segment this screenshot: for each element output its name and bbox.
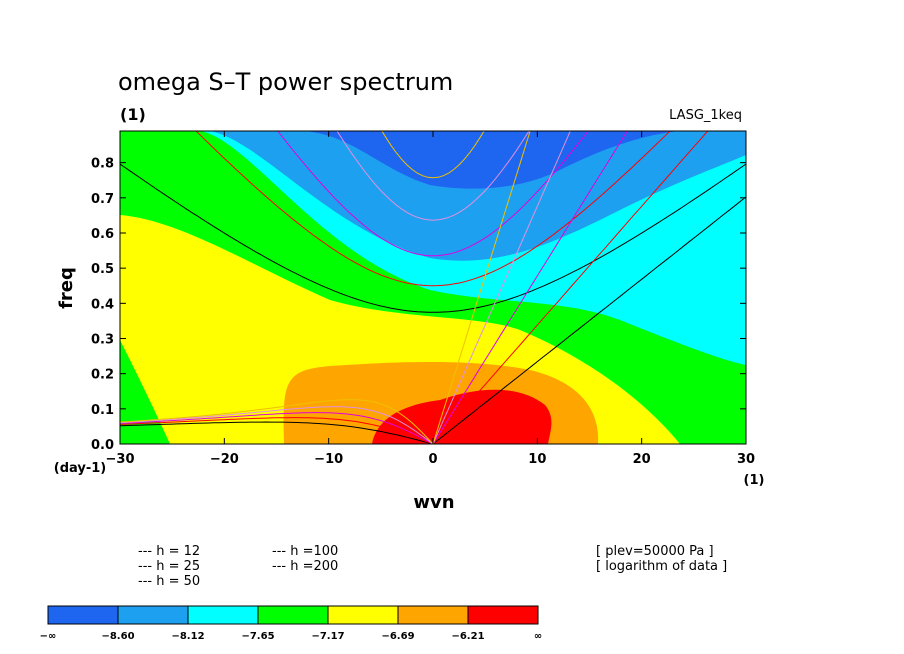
rossby-curve-h25: [120, 417, 434, 444]
band-level-7: [372, 389, 552, 444]
y-tick-label: 0.5: [91, 262, 114, 277]
rossby-curve-h50: [120, 412, 434, 444]
colorbar-swatch: [257, 605, 329, 625]
y-tick-label: 0.4: [91, 297, 114, 312]
y-axis-label: freq: [56, 267, 77, 309]
rossby-curve-h200: [120, 399, 434, 444]
rossby-curve-h100: [120, 406, 434, 444]
rossby-curve-h12: [120, 421, 434, 444]
colorbar-label: −8.12: [171, 631, 204, 642]
inertia-gravity-curve-h100: [336, 131, 530, 221]
colorbar-swatch: [397, 605, 469, 625]
x-tick-label: 0: [428, 452, 437, 467]
kelvin-curve-h100: [432, 131, 571, 444]
annotation-plev: [ plev=50000 Pa ]: [596, 544, 714, 559]
y-tick-label: 0.3: [91, 332, 114, 347]
colorbar-swatch: [187, 605, 259, 625]
legend-h25: --- h = 25: [138, 559, 200, 574]
chart-top-right-label: LASG_1keq: [669, 108, 742, 123]
y-tick-label: 0.0: [91, 438, 114, 453]
chart-title: omega S–T power spectrum: [118, 68, 453, 96]
colorbar-swatch: [47, 605, 119, 625]
y-tick-label: 0.8: [91, 157, 114, 172]
colorbar-swatch: [117, 605, 189, 625]
dispersion-curves: [120, 131, 746, 444]
x-unit-label: (1): [744, 473, 765, 488]
y-unit-label: (day-1): [54, 461, 106, 476]
legend-h50: --- h = 50: [138, 574, 200, 589]
colorbar-swatch: [327, 605, 399, 625]
colorbar-label: −7.65: [241, 631, 274, 642]
x-tick-label: −10: [314, 452, 343, 467]
x-tick-label: 20: [633, 452, 651, 467]
colorbar-label: −8.60: [101, 631, 134, 642]
chart-subtitle: (1): [120, 105, 146, 124]
inertia-gravity-curve-h25: [195, 131, 671, 287]
y-tick-label: 0.6: [91, 227, 114, 242]
inertia-gravity-curve-h50: [277, 131, 589, 257]
kelvin-curve-h200: [432, 131, 531, 444]
y-tick-label: 0.7: [91, 192, 114, 207]
x-tick-label: 30: [737, 452, 755, 467]
x-axis-label: wvn: [413, 492, 454, 513]
legend-h200: --- h =200: [272, 559, 338, 574]
x-tick-label: 10: [528, 452, 546, 467]
x-tick-label: −30: [106, 452, 135, 467]
inertia-gravity-curve-h200: [381, 131, 485, 179]
legend-h100: --- h =100: [272, 544, 338, 559]
colorbar-label: ∞: [534, 631, 542, 642]
kelvin-curve-h12: [432, 196, 746, 444]
colorbar-label: −7.17: [311, 631, 344, 642]
y-tick-label: 0.1: [91, 403, 114, 418]
annotation-log: [ logarithm of data ]: [596, 559, 727, 574]
colorbar: −∞ −8.60 −8.12 −7.65 −7.17 −6.69 −6.21 ∞: [40, 605, 542, 642]
kelvin-curve-h50: [432, 131, 628, 444]
colorbar-swatch: [467, 605, 539, 625]
contour-fills: [120, 131, 746, 444]
x-tick-label: −20: [210, 452, 239, 467]
y-tick-label: 0.2: [91, 368, 114, 383]
colorbar-label: −∞: [40, 631, 57, 642]
colorbar-label: −6.69: [381, 631, 414, 642]
kelvin-curve-h25: [432, 131, 709, 444]
colorbar-label: −6.21: [451, 631, 484, 642]
inertia-gravity-curve-h12: [120, 163, 746, 313]
legend-h12: --- h = 12: [138, 544, 200, 559]
axis-ticks: −30 −20 −10 0 10 20 30 0.0 0.1 0.2 0.3 0.4 0.5 0.6 0.7…: [91, 131, 755, 467]
